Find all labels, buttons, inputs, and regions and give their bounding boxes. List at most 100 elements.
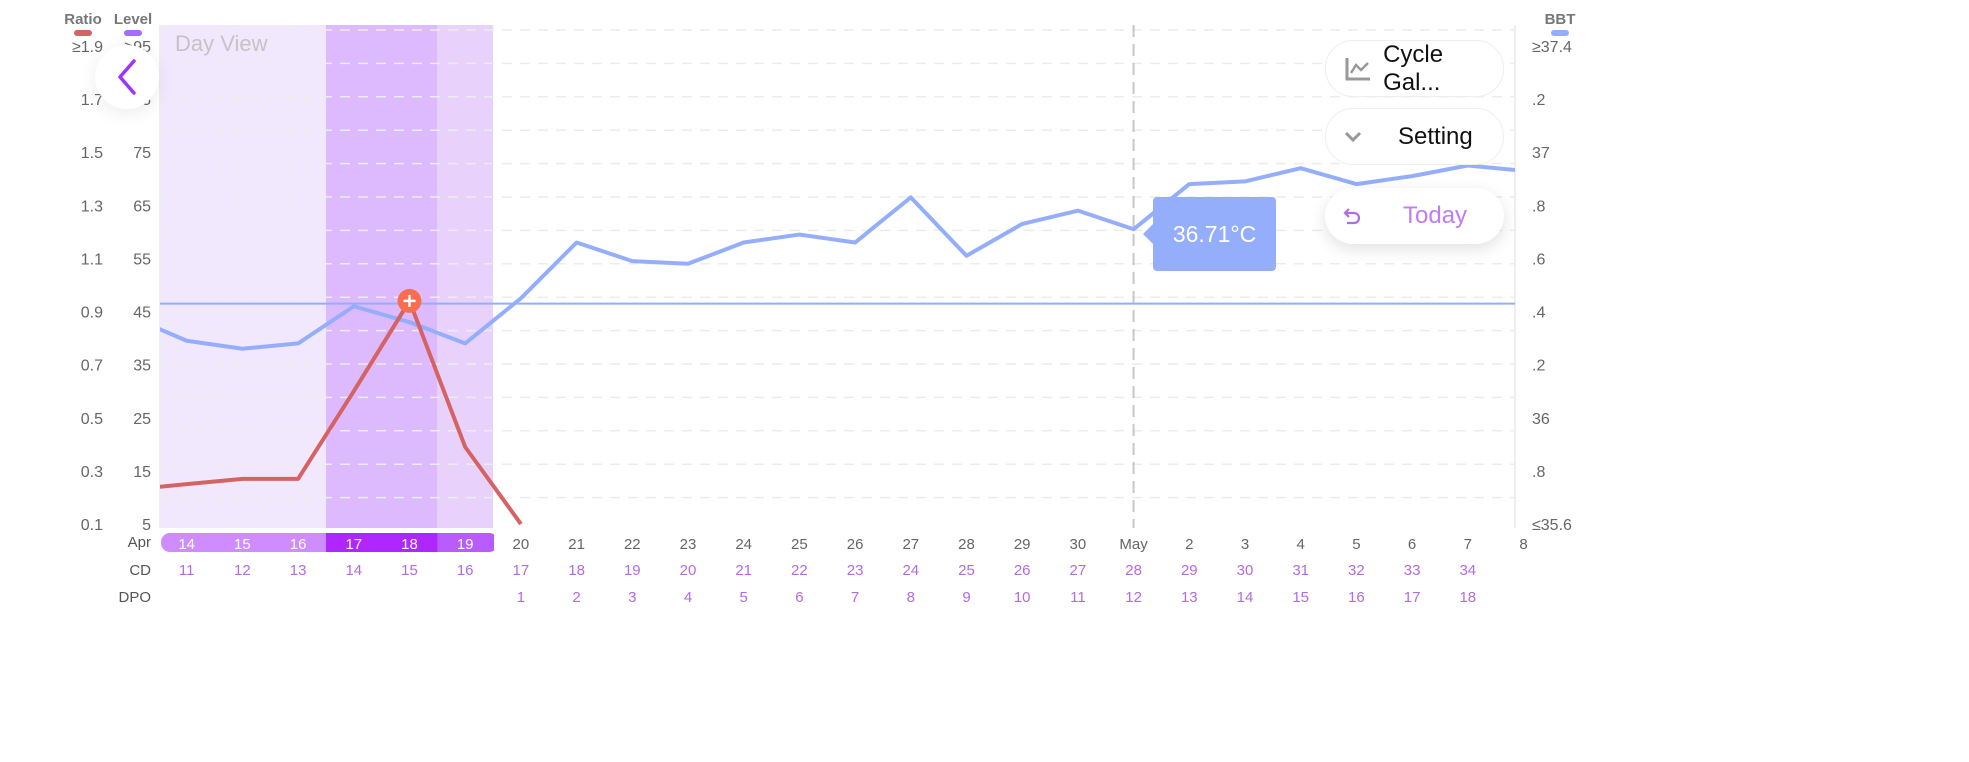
- ratio-tick-label: 0.1: [81, 517, 103, 534]
- dpo-value: 1: [517, 589, 525, 606]
- date-label: 19: [457, 536, 474, 553]
- date-label: 21: [568, 536, 585, 553]
- date-label: 6: [1408, 536, 1416, 553]
- dpo-value: 18: [1459, 589, 1476, 606]
- date-label: 23: [680, 536, 697, 553]
- bbt-tick-label: .8: [1532, 464, 1545, 481]
- ratio-tick-label: 0.5: [81, 411, 103, 428]
- legend-label-ratio: Ratio: [64, 11, 102, 28]
- dpo-value: 8: [907, 589, 915, 606]
- bbt-tick-label: .6: [1532, 251, 1545, 268]
- dpo-value: 15: [1292, 589, 1309, 606]
- date-label: 17: [345, 536, 362, 553]
- dpo-value: 2: [572, 589, 580, 606]
- line-chart-icon: [1345, 57, 1370, 80]
- dpo-value: 17: [1404, 589, 1421, 606]
- date-label: 5: [1352, 536, 1360, 553]
- legend-swatch-ratio: [74, 30, 92, 36]
- dpo-value: 13: [1181, 589, 1198, 606]
- legend-label-level: Level: [114, 11, 152, 28]
- date-pill-segment: [270, 533, 327, 552]
- level-tick-label: 65: [133, 198, 151, 215]
- legend-swatch-level: [124, 30, 142, 36]
- dpo-value: 14: [1237, 589, 1254, 606]
- today-button[interactable]: Today: [1325, 188, 1504, 244]
- fertile-band-post: [437, 25, 494, 528]
- undo-arrow-icon: [1343, 208, 1361, 225]
- date-label: May: [1119, 536, 1148, 553]
- dpo-value: 3: [628, 589, 636, 606]
- level-tick-label: 15: [133, 464, 151, 481]
- cd-value: 20: [680, 562, 697, 579]
- dpo-value: 10: [1014, 589, 1031, 606]
- date-label: 7: [1464, 536, 1472, 553]
- month-label: Apr: [128, 534, 151, 551]
- level-tick-label: 35: [133, 358, 151, 375]
- cd-value: 21: [735, 562, 752, 579]
- dpo-value: 6: [795, 589, 803, 606]
- chevron-down-icon: [1344, 131, 1362, 142]
- date-label: 29: [1014, 536, 1031, 553]
- dpo-value: 11: [1070, 589, 1086, 606]
- cd-value: 24: [902, 562, 919, 579]
- cd-value: 15: [401, 562, 418, 579]
- date-label: 15: [234, 536, 251, 553]
- dpo-value: 5: [740, 589, 748, 606]
- bbt-tick-label: .2: [1532, 92, 1545, 109]
- cycle-gallery-label: Cycle Gal...: [1383, 40, 1444, 96]
- date-label: 30: [1070, 536, 1087, 553]
- dpo-value: 12: [1125, 589, 1142, 606]
- fertile-band-light: [160, 25, 326, 528]
- date-pill-segment: [214, 533, 272, 552]
- date-pill-segment: [161, 533, 216, 552]
- date-label: 26: [847, 536, 864, 553]
- plus-icon: [403, 294, 416, 307]
- dpo-row-label: DPO: [118, 589, 151, 606]
- ratio-tick-label: 1.5: [81, 145, 103, 162]
- date-label: 4: [1297, 536, 1305, 553]
- cd-value: 18: [568, 562, 585, 579]
- date-label: 22: [624, 536, 641, 553]
- cd-value: 22: [791, 562, 808, 579]
- legend-label-bbt: BBT: [1545, 11, 1576, 28]
- bbt-tick-label: .4: [1532, 305, 1545, 322]
- level-tick-label: 45: [133, 305, 151, 322]
- date-label: 3: [1241, 536, 1249, 553]
- cd-value: 13: [290, 562, 307, 579]
- setting-button[interactable]: Setting: [1325, 108, 1504, 165]
- cd-value: 11: [179, 562, 195, 579]
- cd-value: 14: [345, 562, 362, 579]
- bbt-tick-label: 36: [1532, 411, 1550, 428]
- dpo-value: 16: [1348, 589, 1365, 606]
- ratio-tick-label: 0.3: [81, 464, 103, 481]
- date-label: 2: [1185, 536, 1193, 553]
- dpo-value: 7: [851, 589, 859, 606]
- level-tick-label: 55: [133, 251, 151, 268]
- selected-value-tooltip: 36.71°C: [1143, 197, 1276, 271]
- fertile-band-peak: [325, 25, 438, 528]
- back-button[interactable]: [95, 45, 159, 109]
- bbt-line: [160, 163, 1515, 351]
- level-tick-label: 25: [133, 411, 151, 428]
- ratio-tick-label: ≥1.9: [72, 39, 103, 56]
- cd-value: 33: [1404, 562, 1421, 579]
- today-label: Today: [1403, 202, 1468, 229]
- cd-value: 26: [1014, 562, 1031, 579]
- bbt-tick-label: 37: [1532, 145, 1550, 162]
- cd-value: 32: [1348, 562, 1365, 579]
- bbt-tick-label: .2: [1532, 358, 1545, 375]
- ratio-line: [160, 298, 523, 526]
- setting-label: Setting: [1398, 122, 1473, 150]
- ratio-tick-label: 1.1: [81, 251, 103, 268]
- cycle-gallery-button[interactable]: Cycle Gal...: [1325, 40, 1504, 97]
- cd-value: 27: [1070, 562, 1087, 579]
- cd-value: 25: [958, 562, 975, 579]
- date-pill-segment: [437, 533, 495, 552]
- cd-value: 12: [234, 562, 251, 579]
- ratio-tick-label: 1.7: [81, 92, 103, 109]
- bbt-tick-label: ≤35.6: [1532, 517, 1572, 534]
- date-label: 28: [958, 536, 975, 553]
- date-label: 25: [791, 536, 808, 553]
- bbt-tick-label: .8: [1532, 198, 1545, 215]
